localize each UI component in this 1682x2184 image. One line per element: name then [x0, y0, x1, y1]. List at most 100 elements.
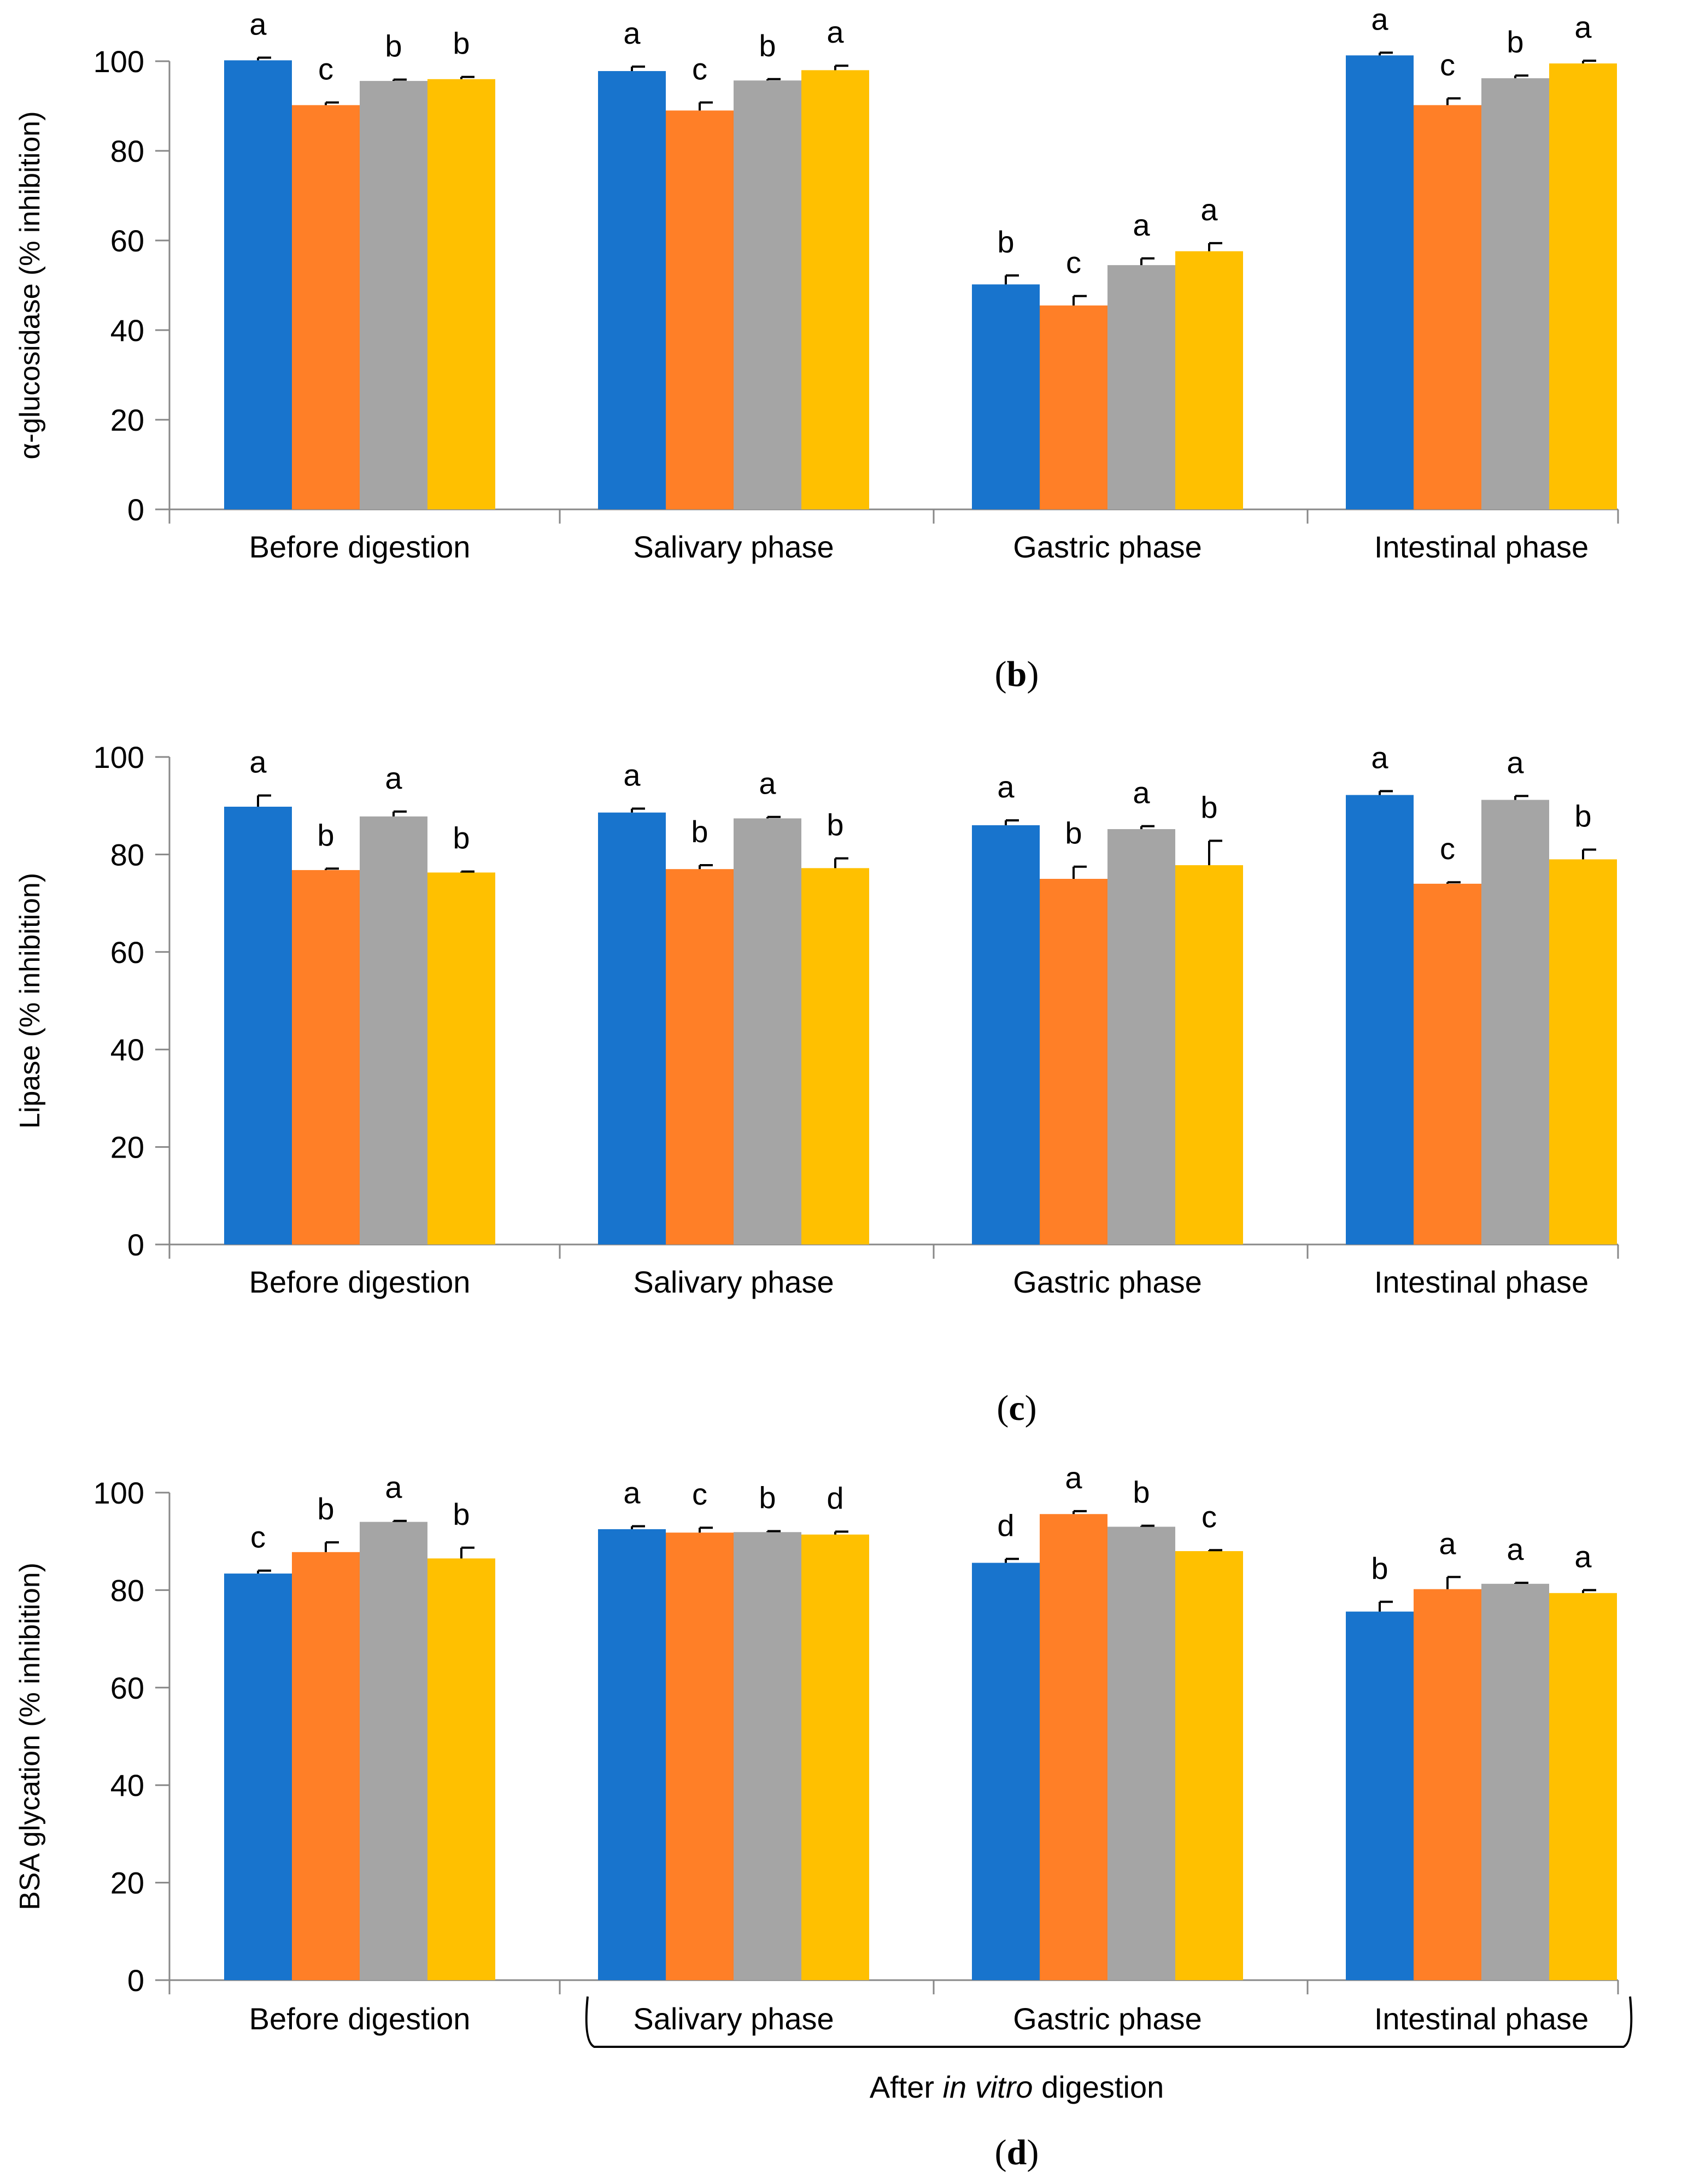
bar-s1-2 [598, 71, 666, 510]
y-tick-label: 20 [110, 403, 144, 437]
x-tick-label: Before digestion [249, 2001, 471, 2036]
bar-s4-1 [427, 1558, 495, 1980]
bar-s1-1 [224, 60, 292, 510]
x-tick-label: Before digestion [249, 1265, 471, 1299]
bar-s3-2 [734, 80, 801, 509]
significance-letter: b [997, 225, 1014, 259]
bar-s3-4 [1481, 1583, 1549, 1980]
significance-letter: c [318, 51, 333, 86]
bar-s3-4 [1481, 78, 1549, 509]
bar-s2-4 [1414, 883, 1481, 1244]
significance-letter: c [692, 51, 707, 86]
bar-s4-2 [801, 868, 869, 1244]
bar-s2-1 [292, 105, 360, 510]
significance-letter: a [1439, 1526, 1456, 1560]
significance-letter: b [385, 29, 402, 63]
significance-letter: a [385, 1470, 402, 1505]
significance-letter: c [1202, 1499, 1217, 1534]
bar-s1-4 [1346, 795, 1414, 1244]
bar-s1-4 [1346, 55, 1414, 510]
bar-s2-3 [1040, 305, 1107, 509]
panel-label: (c) [997, 1388, 1036, 1428]
bar-s3-2 [734, 818, 801, 1244]
significance-letter: c [1440, 831, 1455, 866]
bar-s3-3 [1107, 265, 1175, 509]
significance-letter: b [453, 1497, 470, 1531]
significance-letter: b [759, 1480, 776, 1514]
significance-letter: c [1066, 245, 1081, 280]
significance-letter: b [1065, 816, 1082, 850]
significance-letter: b [759, 28, 776, 63]
significance-letter: a [1133, 208, 1150, 242]
significance-letter: b [827, 808, 843, 842]
significance-letter: a [1371, 2, 1388, 36]
bar-s1-3 [972, 1563, 1040, 1980]
significance-letter: a [827, 15, 844, 49]
x-tick-label: Gastric phase [1013, 1265, 1202, 1299]
x-tick-label: Intestinal phase [1374, 1265, 1589, 1299]
panel-label-open: ( [995, 654, 1007, 694]
significance-letter: a [759, 766, 776, 801]
significance-letter: b [1133, 1475, 1150, 1510]
y-tick-label: 80 [110, 134, 144, 168]
bar-s4-4 [1549, 1593, 1617, 1980]
x-tick-label: Salivary phase [633, 530, 834, 564]
y-tick-label: 0 [127, 1963, 144, 1998]
bar-s1-2 [598, 1529, 666, 1980]
bar-s4-3 [1175, 1551, 1243, 1980]
annotation-prefix: After [870, 2070, 943, 2104]
bar-s3-3 [1107, 829, 1175, 1244]
x-tick-label: Gastric phase [1013, 2001, 1202, 2036]
significance-letter: a [623, 758, 641, 792]
panel-label-letter: c [1009, 1388, 1024, 1428]
bar-s4-3 [1175, 865, 1243, 1244]
bar-s2-4 [1414, 105, 1481, 510]
significance-letter: a [1574, 1539, 1592, 1574]
panel-label-letter: d [1007, 2133, 1027, 2173]
annotation-suffix: digestion [1033, 2070, 1164, 2104]
bar-s3-1 [360, 81, 427, 509]
bar-s2-1 [292, 870, 360, 1244]
y-tick-label: 0 [127, 492, 144, 527]
group-annotation: After in vitro digestion [870, 2070, 1164, 2104]
y-axis-label: α-glucosidase (% inhibition) [14, 111, 46, 459]
significance-letter: b [453, 26, 470, 61]
significance-letter: d [997, 1508, 1014, 1542]
x-tick-label: Intestinal phase [1374, 530, 1589, 564]
significance-letter: b [1574, 799, 1591, 833]
y-tick-label: 100 [93, 740, 144, 774]
significance-letter: a [1200, 192, 1218, 227]
significance-letter: a [623, 16, 641, 50]
bar-s2-4 [1414, 1589, 1481, 1980]
significance-letter: b [1200, 790, 1217, 824]
bar-s4-1 [427, 872, 495, 1244]
significance-letter: a [1507, 745, 1524, 779]
y-tick-label: 20 [110, 1130, 144, 1165]
significance-letter: a [249, 744, 267, 779]
significance-letter: a [623, 1476, 641, 1510]
bar-s1-4 [1346, 1611, 1414, 1980]
y-tick-label: 100 [93, 1476, 144, 1510]
significance-letter: b [453, 821, 470, 855]
significance-letter: a [1574, 10, 1592, 44]
bar-s3-1 [360, 816, 427, 1244]
significance-letter: a [1371, 740, 1388, 774]
chart-panel-1: 0 20 40 60 80 100 α-glucosidase (% inhibition)… [14, 2, 1619, 694]
significance-letter: c [250, 1520, 266, 1554]
y-axis-label: BSA glycation (% inhibition) [14, 1563, 46, 1910]
significance-letter: b [1507, 25, 1523, 59]
y-tick-label: 20 [110, 1866, 144, 1900]
annotation-italic: in vitro [943, 2070, 1033, 2104]
y-tick-label: 60 [110, 1671, 144, 1705]
bar-s2-2 [666, 1533, 734, 1980]
chart-panel-3: 0 20 40 60 80 100 BSA glycation (% inhibition)… [14, 1460, 1633, 2173]
y-tick-label: 0 [127, 1228, 144, 1262]
significance-letter: c [692, 1477, 707, 1511]
bar-s2-3 [1040, 1514, 1107, 1980]
significance-letter: a [1133, 776, 1150, 810]
y-axis-label: Lipase (% inhibition) [14, 873, 46, 1129]
panel-label-open: ( [997, 1388, 1009, 1428]
bar-s1-1 [224, 1574, 292, 1980]
bar-s1-3 [972, 825, 1040, 1244]
